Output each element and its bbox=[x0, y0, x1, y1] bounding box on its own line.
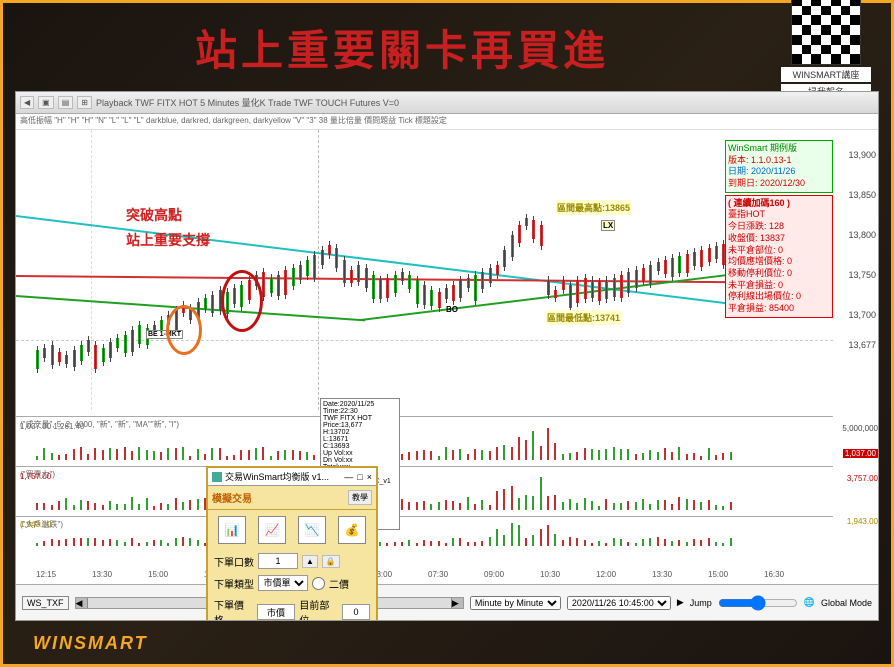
jump-label[interactable]: Jump bbox=[690, 598, 712, 608]
price-axis: 13,90013,85013,80013,75013,70013,677 bbox=[833, 130, 878, 410]
qr-label-1: WINSMART講座 bbox=[781, 67, 871, 82]
trade-panel[interactable]: 交易WinSmart均衡版 v1... — □ × 模擬交易 教學 📊 📈 📉 … bbox=[206, 466, 378, 621]
winsmart-logo: WINSMART bbox=[33, 633, 148, 654]
bottom-controls: WS_TXF ◀ ▶ Minute by Minute 2020/11/26 1… bbox=[16, 584, 878, 620]
tool-btn[interactable]: ▤ bbox=[58, 96, 74, 109]
global-icon[interactable]: 🌐 bbox=[804, 597, 815, 608]
ws-label[interactable]: WS_TXF bbox=[22, 596, 69, 610]
circle-orange bbox=[166, 305, 202, 355]
minimize-icon[interactable]: — bbox=[344, 472, 353, 482]
price-label: 下單價格 bbox=[214, 597, 253, 621]
position-box: ( 連續加碼160 )臺指HOT今日漲跌: 128收盤價: 13837未平倉部位… bbox=[725, 195, 833, 318]
trade-window-title: 交易WinSmart均衡版 v1... — □ × bbox=[208, 468, 376, 486]
date-select[interactable]: 2020/11/26 10:45:00 bbox=[567, 596, 671, 610]
close-icon[interactable]: × bbox=[367, 472, 372, 482]
chart-icon-2[interactable]: 📈 bbox=[258, 516, 286, 544]
global-label: Global Mode bbox=[821, 598, 872, 608]
tab-sim-trade[interactable]: 模擬交易 bbox=[212, 490, 252, 505]
type-label: 下單類型 bbox=[214, 576, 254, 591]
chart-window: ◀ ▣ ▤ ⊞ Playback TWF FITX HOT 5 Minutes … bbox=[15, 91, 879, 621]
toolbar[interactable]: ◀ ▣ ▤ ⊞ Playback TWF FITX HOT 5 Minutes … bbox=[16, 92, 878, 114]
qr-box: WINSMART講座 掃我報名 bbox=[781, 0, 871, 99]
time-axis: 12:1513:3015:0016:3018:3001:3003:0007:30… bbox=[16, 570, 878, 584]
play-icon[interactable]: ▶ bbox=[677, 597, 684, 608]
chart-icon-3[interactable]: 📉 bbox=[298, 516, 326, 544]
pos-input[interactable] bbox=[342, 604, 370, 620]
version-box: WinSmart 期例版 版本: 1.1.0.13-1 日期: 2020/11/… bbox=[725, 140, 833, 193]
toolbar-text: Playback TWF FITX HOT 5 Minutes 量化K Trad… bbox=[96, 96, 399, 109]
qr-code bbox=[791, 0, 861, 65]
lx-label: LX bbox=[601, 220, 615, 231]
chart-icon-4[interactable]: 💰 bbox=[338, 516, 366, 544]
tool-btn[interactable]: ⊞ bbox=[77, 96, 92, 109]
playback-btn[interactable]: ◀ bbox=[20, 96, 34, 109]
info-sidebar: WinSmart 期例版 版本: 1.1.0.13-1 日期: 2020/11/… bbox=[725, 140, 833, 320]
mode-select[interactable]: Minute by Minute bbox=[470, 596, 561, 610]
annotation-high: 區間最高點:13865 bbox=[556, 200, 631, 215]
tutorial-btn[interactable]: 教學 bbox=[348, 490, 372, 505]
type-select[interactable]: 市價單 bbox=[258, 575, 308, 591]
qty-up[interactable]: ▲ bbox=[302, 555, 318, 568]
type-radio[interactable] bbox=[312, 577, 325, 590]
lock-icon[interactable]: 🔒 bbox=[322, 555, 340, 568]
qty-label: 下單口數 bbox=[214, 554, 254, 569]
circle-red bbox=[221, 270, 263, 332]
pos-label: 目前部位 bbox=[299, 597, 338, 621]
presentation-frame: 站上重要關卡再買進 WINSMART講座 掃我報名 ◀ ▣ ▤ ⊞ Playba… bbox=[0, 0, 894, 667]
annotation-breakout: 突破高點 bbox=[126, 205, 182, 225]
annotation-low: 區間最低點:13741 bbox=[546, 310, 621, 325]
chart-icon-1[interactable]: 📊 bbox=[218, 516, 246, 544]
main-title: 站上重要關卡再買進 bbox=[23, 17, 781, 78]
speed-slider[interactable] bbox=[718, 595, 798, 611]
trade-chart-icons: 📊 📈 📉 💰 bbox=[208, 510, 376, 550]
qty-input[interactable] bbox=[258, 553, 298, 569]
maximize-icon[interactable]: □ bbox=[357, 472, 362, 482]
price-display: 市價 bbox=[257, 604, 296, 620]
header: 站上重要關卡再買進 WINSMART講座 掃我報名 bbox=[3, 3, 891, 91]
annotation-support: 站上重要支撐 bbox=[126, 230, 210, 250]
info-bar: 高低振幅 "H" "H" "H" "N" "L" "L" "L" darkblu… bbox=[16, 114, 878, 130]
candlestick-chart[interactable]: 突破高點 站上重要支撐 區間最高點:13865 區間最低點:13741 BO B… bbox=[16, 130, 833, 410]
tool-btn[interactable]: ▣ bbox=[38, 96, 54, 109]
bo-label: BO bbox=[446, 305, 458, 314]
